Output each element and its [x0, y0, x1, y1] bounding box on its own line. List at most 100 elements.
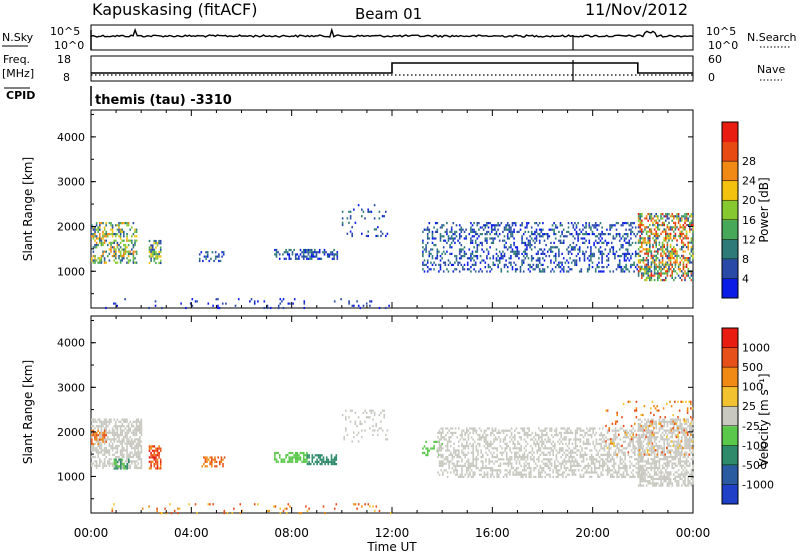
data-cell	[155, 239, 157, 243]
data-cell	[158, 239, 160, 243]
data-cell	[650, 462, 653, 465]
data-cell	[586, 246, 589, 249]
data-cell	[111, 453, 114, 456]
data-cell	[653, 261, 656, 264]
data-cell	[602, 270, 605, 273]
data-cell	[622, 475, 625, 478]
data-cell	[425, 440, 427, 443]
data-cell	[204, 460, 207, 463]
data-cell	[438, 449, 441, 452]
data-cell	[446, 445, 449, 448]
data-cell	[520, 458, 522, 461]
data-cell	[206, 456, 208, 459]
data-cell	[669, 455, 672, 459]
data-cell	[582, 241, 584, 244]
data-cell	[687, 274, 689, 277]
data-cell	[198, 259, 201, 263]
data-cell	[592, 427, 594, 430]
data-cell	[512, 442, 514, 445]
data-cell	[676, 239, 678, 242]
data-cell	[118, 420, 120, 423]
data-cell	[110, 222, 112, 225]
data-cell	[541, 431, 543, 434]
data-cell	[608, 456, 610, 459]
data-cell	[561, 224, 563, 227]
data-cell	[658, 466, 661, 470]
data-cell	[655, 257, 657, 260]
data-cell	[548, 235, 551, 238]
data-cell	[470, 252, 472, 255]
data-cell	[665, 230, 667, 233]
data-cell	[657, 451, 659, 454]
data-cell	[592, 462, 594, 465]
data-cell	[573, 464, 575, 467]
data-cell	[441, 443, 443, 446]
data-cell	[94, 434, 96, 437]
data-cell	[304, 458, 307, 461]
data-cell	[682, 237, 685, 240]
data-cell	[99, 431, 101, 435]
data-cell	[677, 460, 680, 463]
data-cell	[450, 471, 452, 474]
data-cell	[306, 454, 309, 457]
power-colorbar-label: Power [dB]	[757, 177, 771, 242]
data-cell	[447, 239, 450, 242]
data-cell	[113, 460, 116, 463]
data-cell	[645, 276, 648, 279]
data-cell	[486, 434, 489, 437]
data-cell	[105, 438, 107, 441]
data-cell	[653, 444, 656, 448]
data-cell	[685, 217, 688, 220]
data-cell	[658, 248, 661, 251]
data-cell	[285, 251, 287, 254]
data-cell	[321, 458, 323, 461]
data-cell	[677, 482, 680, 485]
data-cell	[489, 257, 491, 260]
data-cell	[647, 276, 649, 279]
data-cell	[103, 447, 106, 450]
data-cell	[103, 257, 106, 260]
data-cell	[663, 466, 665, 470]
data-cell	[645, 248, 648, 251]
data-cell	[551, 268, 554, 271]
data-cell	[139, 436, 141, 439]
data-cell	[108, 453, 111, 456]
data-cell	[476, 244, 479, 247]
data-cell	[681, 438, 683, 441]
data-cell	[116, 233, 119, 236]
data-cell	[522, 429, 524, 432]
data-cell	[322, 251, 324, 254]
data-cell	[426, 270, 429, 273]
data-cell	[280, 460, 283, 463]
data-cell	[530, 434, 532, 437]
data-cell	[105, 464, 107, 467]
data-cell	[563, 464, 566, 467]
data-cell	[665, 279, 667, 282]
data-cell	[542, 263, 544, 266]
data-cell	[614, 471, 617, 474]
data-cell	[509, 447, 511, 450]
data-cell	[126, 436, 128, 439]
data-cell	[535, 239, 538, 242]
data-cell	[318, 257, 321, 260]
data-cell	[503, 235, 506, 238]
data-cell	[619, 473, 622, 476]
data-cell	[102, 422, 104, 426]
data-cell	[552, 445, 554, 448]
data-cell	[674, 418, 677, 421]
data-cell	[572, 248, 575, 251]
data-cell	[653, 484, 656, 487]
data-cell	[453, 447, 455, 450]
data-cell	[499, 469, 502, 472]
data-cell	[150, 250, 152, 254]
data-cell	[663, 252, 665, 255]
data-cell	[135, 455, 138, 459]
data-cell	[155, 257, 157, 260]
data-cell	[534, 434, 537, 437]
data-cell	[299, 456, 302, 459]
data-cell	[115, 431, 117, 434]
data-cell	[504, 462, 506, 465]
data-cell	[206, 458, 208, 461]
data-cell	[630, 456, 633, 459]
data-cell	[690, 279, 693, 282]
